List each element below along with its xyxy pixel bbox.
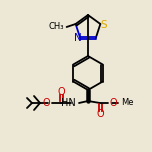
Text: O: O [57, 87, 65, 97]
Text: O: O [42, 98, 50, 108]
Text: S: S [100, 20, 107, 30]
Text: N: N [74, 33, 82, 43]
Text: O: O [110, 98, 118, 108]
Text: Me: Me [121, 98, 133, 107]
Text: O: O [96, 109, 104, 119]
Text: CH₃: CH₃ [48, 22, 64, 31]
Text: HN: HN [61, 98, 76, 108]
